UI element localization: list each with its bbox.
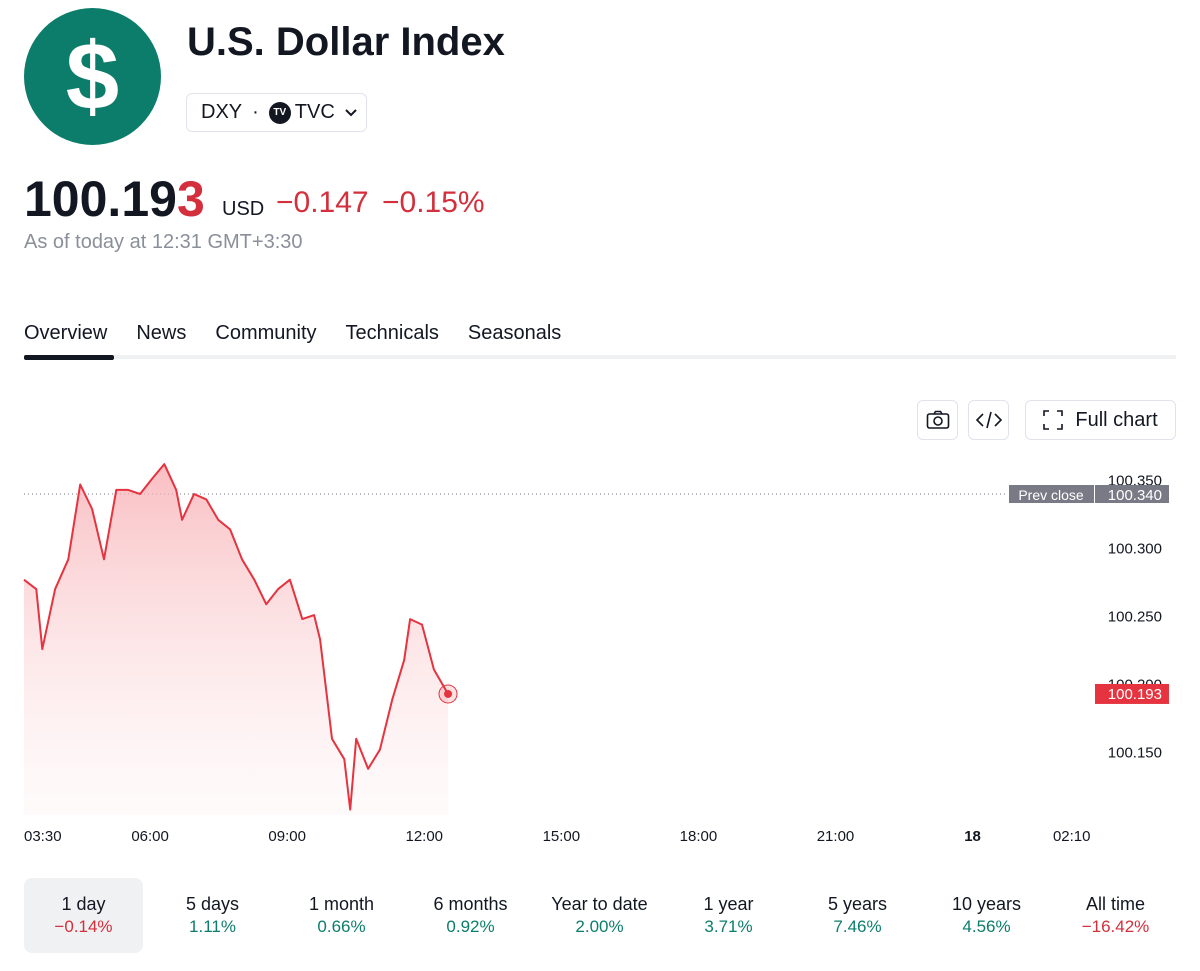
tab[interactable]: Community: [215, 322, 317, 344]
period-change: 2.00%: [575, 917, 624, 936]
period-button[interactable]: 5 days 1.11%: [153, 878, 272, 953]
period-button[interactable]: 6 months 0.92%: [411, 878, 530, 953]
code-icon: [975, 411, 1002, 429]
tab-rule: [24, 355, 1176, 359]
x-tick-label: 21:00: [817, 828, 855, 845]
camera-icon: [926, 410, 949, 429]
x-tick-label: 18:00: [680, 828, 718, 845]
x-tick-label: 06:00: [131, 828, 169, 845]
tab[interactable]: News: [136, 322, 187, 344]
period-button[interactable]: Year to date 2.00%: [540, 878, 659, 953]
period-label: Year to date: [551, 894, 648, 914]
tab[interactable]: Technicals: [345, 322, 439, 344]
symbol: DXY: [201, 101, 243, 123]
separator: ·: [252, 101, 259, 123]
x-tick-label: 02:10: [1053, 828, 1091, 845]
periods: 1 day −0.14% 5 days 1.11% 1 month 0.66% 6 mont…: [24, 878, 1185, 953]
period-button[interactable]: 1 month 0.66%: [282, 878, 401, 953]
full-chart-label: Full chart: [1075, 408, 1158, 431]
period-label: 10 years: [951, 894, 1022, 914]
period-label: 1 year: [703, 894, 754, 914]
x-tick-label: 12:00: [405, 828, 443, 845]
price: 100.193: [24, 171, 205, 227]
tabs: Overview News Community Technicals Seasonals: [24, 322, 561, 345]
title: U.S. Dollar Index: [187, 20, 505, 64]
tab-active-indicator: [24, 355, 114, 360]
prev-close-name: Prev close: [1018, 487, 1084, 503]
symbol-selector[interactable]: DXY · TV TVC: [186, 93, 367, 132]
change: −0.147: [276, 186, 369, 219]
period-label: All time: [1085, 894, 1145, 914]
period-label: 5 years: [827, 894, 888, 914]
period-label: 1 month: [308, 894, 375, 914]
x-tick-label: 09:00: [268, 828, 306, 845]
as-of: As of today at 12:31 GMT+3:30: [24, 231, 303, 253]
period-change: 0.66%: [317, 917, 366, 936]
y-tick-label: 100.250: [1108, 608, 1162, 625]
chart: 100.350100.300100.250100.200100.15003:30…: [23, 463, 1169, 845]
last-price-value: 100.193: [1108, 686, 1162, 703]
fullscreen-icon: [1043, 410, 1064, 430]
prev-close-value-tag: [1095, 485, 1169, 504]
period-button[interactable]: 5 years 7.46%: [798, 878, 917, 953]
period-change: 4.56%: [962, 917, 1011, 936]
area-fill: [24, 464, 448, 815]
period-change: 3.71%: [704, 917, 753, 936]
prev-close-value: 100.340: [1108, 487, 1162, 504]
period-change: 1.11%: [189, 917, 236, 936]
logo: $: [24, 8, 161, 145]
change-percent: −0.15%: [382, 186, 485, 219]
period-change: 0.92%: [446, 917, 495, 936]
last-point: [444, 689, 453, 698]
period-label: 5 days: [185, 894, 240, 914]
period-label: 6 months: [433, 894, 508, 914]
x-tick-label: 15:00: [543, 828, 581, 845]
tab[interactable]: Seasonals: [467, 322, 562, 344]
currency: USD: [222, 198, 265, 220]
full-chart-button[interactable]: Full chart: [1025, 400, 1176, 440]
x-tick-label: 03:30: [24, 828, 62, 845]
period-button[interactable]: All time −16.42%: [1056, 878, 1175, 953]
period-change: 7.46%: [833, 917, 882, 936]
price-line: [23, 463, 449, 811]
period-change: −16.42%: [1081, 917, 1150, 936]
chevron: [345, 108, 357, 116]
period-button[interactable]: 1 day −0.14%: [24, 878, 143, 953]
exchange-icon: TV: [268, 101, 291, 124]
y-tick-label: 100.300: [1108, 540, 1162, 557]
snapshot-button[interactable]: [917, 400, 958, 440]
prev-close-tag: [1009, 485, 1094, 504]
embed-button[interactable]: [968, 400, 1009, 440]
period-button[interactable]: 10 years 4.56%: [927, 878, 1046, 953]
period-change: −0.14%: [54, 917, 113, 936]
last-price-tag: [1095, 683, 1169, 704]
period-button[interactable]: 1 year 3.71%: [669, 878, 788, 953]
period-label: 1 day: [61, 894, 106, 914]
exchange: TVC: [294, 101, 335, 123]
y-tick-label: 100.150: [1108, 744, 1162, 761]
tab[interactable]: Overview: [24, 322, 108, 344]
x-tick-label: 18: [964, 828, 981, 845]
